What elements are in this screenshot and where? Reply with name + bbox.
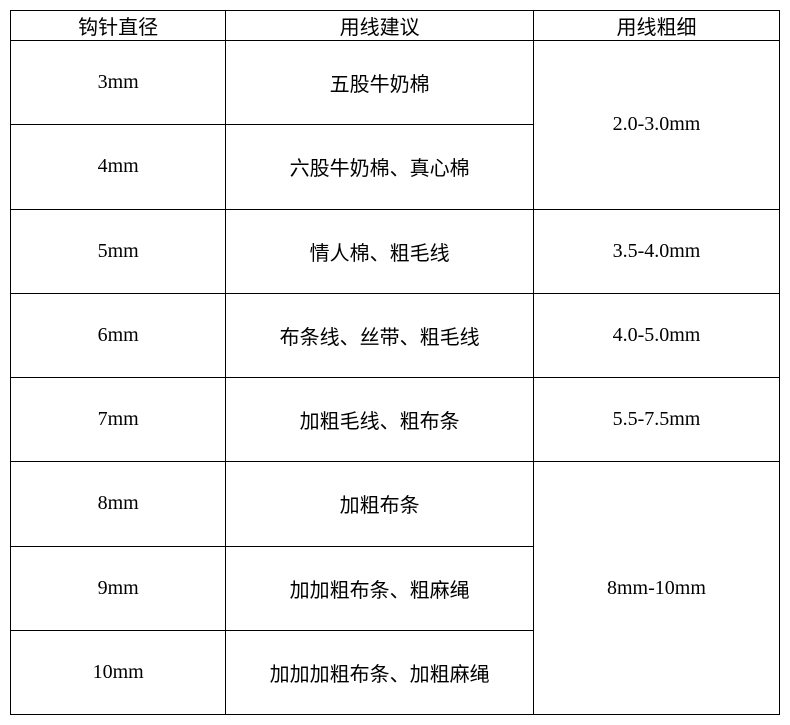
- cell-thickness: 3.5-4.0mm: [533, 209, 779, 293]
- table-row: 6mm 布条线、丝带、粗毛线 4.0-5.0mm: [11, 293, 780, 377]
- cell-yarn: 加加加粗布条、加粗麻绳: [226, 630, 534, 714]
- hook-yarn-table-container: 钩针直径 用线建议 用线粗细 3mm 五股牛奶棉 2.0-3.0mm 4mm 六…: [10, 10, 780, 715]
- header-diameter: 钩针直径: [11, 11, 226, 41]
- table-row: 5mm 情人棉、粗毛线 3.5-4.0mm: [11, 209, 780, 293]
- cell-thickness: 4.0-5.0mm: [533, 293, 779, 377]
- header-yarn: 用线建议: [226, 11, 534, 41]
- cell-thickness: 2.0-3.0mm: [533, 41, 779, 210]
- table-row: 7mm 加粗毛线、粗布条 5.5-7.5mm: [11, 378, 780, 462]
- table-row: 3mm 五股牛奶棉 2.0-3.0mm: [11, 41, 780, 125]
- header-thickness: 用线粗细: [533, 11, 779, 41]
- cell-yarn: 布条线、丝带、粗毛线: [226, 293, 534, 377]
- cell-yarn: 加粗毛线、粗布条: [226, 378, 534, 462]
- cell-diameter: 9mm: [11, 546, 226, 630]
- cell-diameter: 7mm: [11, 378, 226, 462]
- cell-thickness: 5.5-7.5mm: [533, 378, 779, 462]
- cell-diameter: 3mm: [11, 41, 226, 125]
- table-header-row: 钩针直径 用线建议 用线粗细: [11, 11, 780, 41]
- table-row: 8mm 加粗布条 8mm-10mm: [11, 462, 780, 546]
- cell-diameter: 10mm: [11, 630, 226, 714]
- cell-diameter: 6mm: [11, 293, 226, 377]
- cell-diameter: 5mm: [11, 209, 226, 293]
- cell-diameter: 8mm: [11, 462, 226, 546]
- cell-diameter: 4mm: [11, 125, 226, 209]
- cell-thickness: 8mm-10mm: [533, 462, 779, 715]
- cell-yarn: 六股牛奶棉、真心棉: [226, 125, 534, 209]
- hook-yarn-table: 钩针直径 用线建议 用线粗细 3mm 五股牛奶棉 2.0-3.0mm 4mm 六…: [10, 10, 780, 715]
- cell-yarn: 情人棉、粗毛线: [226, 209, 534, 293]
- cell-yarn: 加粗布条: [226, 462, 534, 546]
- cell-yarn: 加加粗布条、粗麻绳: [226, 546, 534, 630]
- cell-yarn: 五股牛奶棉: [226, 41, 534, 125]
